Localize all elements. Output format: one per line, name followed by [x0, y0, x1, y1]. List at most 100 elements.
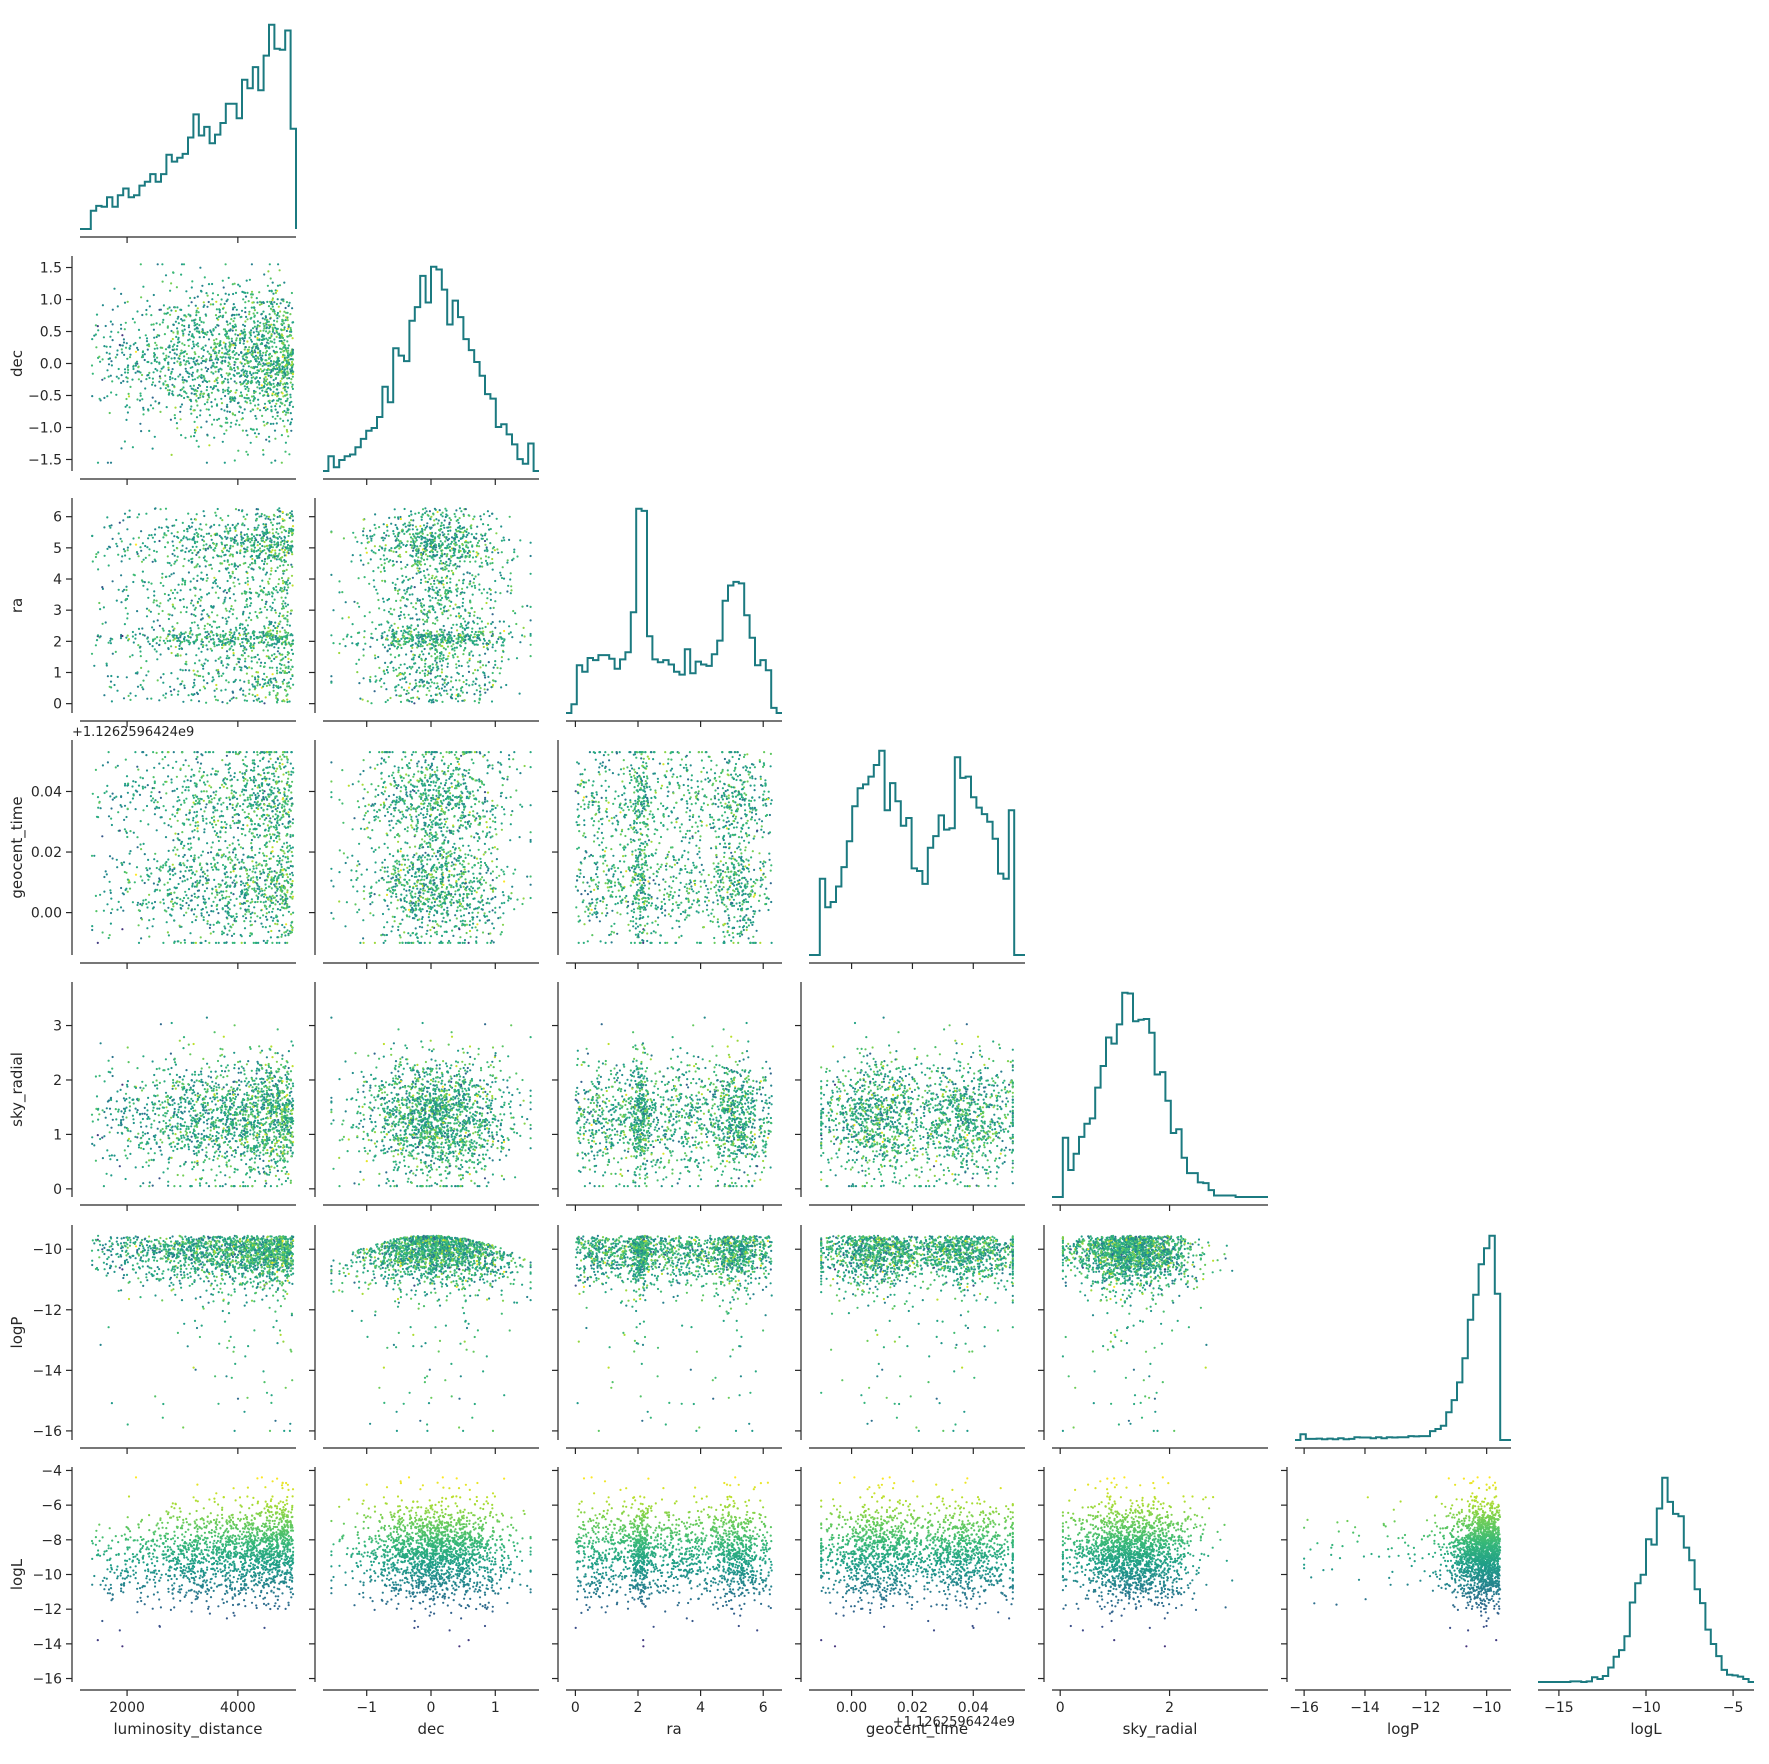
scatter-point [273, 301, 275, 303]
scatter-point [194, 378, 196, 380]
scatter-point [261, 390, 263, 392]
scatter-point [249, 399, 251, 401]
scatter-point [134, 321, 136, 323]
scatter-point [170, 282, 172, 284]
scatter-point [124, 440, 126, 442]
scatter-point [280, 398, 282, 400]
scatter-point [160, 370, 162, 372]
scatter-point [283, 425, 285, 427]
scatter-point [243, 343, 245, 345]
scatter-point [99, 361, 101, 363]
scatter-point [270, 369, 272, 371]
scatter-point [273, 324, 275, 326]
scatter-point [226, 406, 228, 408]
scatter-point [110, 462, 112, 464]
scatter-point [252, 376, 254, 378]
scatter-point [184, 437, 186, 439]
scatter-point [160, 347, 162, 349]
scatter-point [244, 363, 246, 365]
scatter-point [288, 324, 290, 326]
scatter-point [280, 351, 282, 353]
scatter-point [281, 377, 283, 379]
scatter-point [268, 400, 270, 402]
scatter-point [202, 346, 204, 348]
scatter-point [287, 387, 289, 389]
scatter-point [219, 425, 221, 427]
scatter-point [191, 366, 193, 368]
scatter-point [176, 345, 178, 347]
scatter-point [158, 381, 160, 383]
scatter-point [106, 369, 108, 371]
scatter-point [233, 344, 235, 346]
scatter-point [227, 324, 229, 326]
scatter-point [186, 396, 188, 398]
scatter-point [110, 321, 112, 323]
scatter-point [236, 420, 238, 422]
scatter-point [172, 271, 174, 273]
scatter-point [154, 342, 156, 344]
scatter-point [257, 339, 259, 341]
scatter-point [129, 356, 131, 358]
scatter-point [178, 358, 180, 360]
scatter-point [200, 290, 202, 292]
scatter-point [279, 269, 281, 271]
scatter-point [270, 340, 272, 342]
scatter-point [236, 337, 238, 339]
scatter-point [159, 411, 161, 413]
scatter-point [219, 636, 221, 638]
scatter-point [249, 337, 251, 339]
scatter-point [146, 588, 148, 590]
scatter-point [282, 375, 284, 377]
scatter-point [162, 281, 164, 283]
scatter-point [118, 368, 120, 370]
scatter-point [262, 330, 264, 332]
scatter-point [171, 694, 173, 696]
scatter-point [232, 413, 234, 415]
scatter-point [246, 353, 248, 355]
scatter-point [158, 363, 160, 365]
scatter-point [291, 358, 293, 360]
scatter-point [285, 414, 287, 416]
scatter-point [291, 418, 293, 420]
scatter-point [116, 349, 118, 351]
scatter-point [120, 293, 122, 295]
scatter-point [264, 380, 266, 382]
scatter-point [228, 354, 230, 356]
scatter-point [243, 397, 245, 399]
scatter-point [259, 322, 261, 324]
scatter-point [127, 301, 129, 303]
scatter-point [198, 324, 200, 326]
scatter-point [261, 355, 263, 357]
scatter-point [256, 328, 258, 330]
scatter-point [245, 388, 247, 390]
scatter-point [265, 323, 267, 325]
scatter-point [182, 352, 184, 354]
scatter-point [263, 323, 265, 325]
scatter-point [206, 306, 208, 308]
scatter-point [226, 422, 228, 424]
scatter-point [234, 333, 236, 335]
scatter-point [191, 280, 193, 282]
scatter-point [290, 421, 292, 423]
scatter-point [268, 290, 270, 292]
scatter-point [285, 400, 287, 402]
scatter-point [129, 345, 131, 347]
scatter-point [215, 371, 217, 373]
scatter-point [253, 331, 255, 333]
scatter-point [210, 346, 212, 348]
scatter-point [288, 377, 290, 379]
scatter-point [183, 344, 185, 346]
scatter-point [275, 392, 277, 394]
scatter-point [275, 289, 277, 291]
scatter-point [267, 365, 269, 367]
scatter-point [219, 311, 221, 313]
scatter-point [200, 393, 202, 395]
scatter-point [216, 688, 218, 690]
scatter-point [163, 313, 165, 315]
scatter-point [180, 350, 182, 352]
scatter-point [91, 395, 93, 397]
scatter-point [148, 534, 150, 536]
scatter-point [285, 307, 287, 309]
scatter-point [172, 338, 174, 340]
scatter-point [138, 378, 140, 380]
